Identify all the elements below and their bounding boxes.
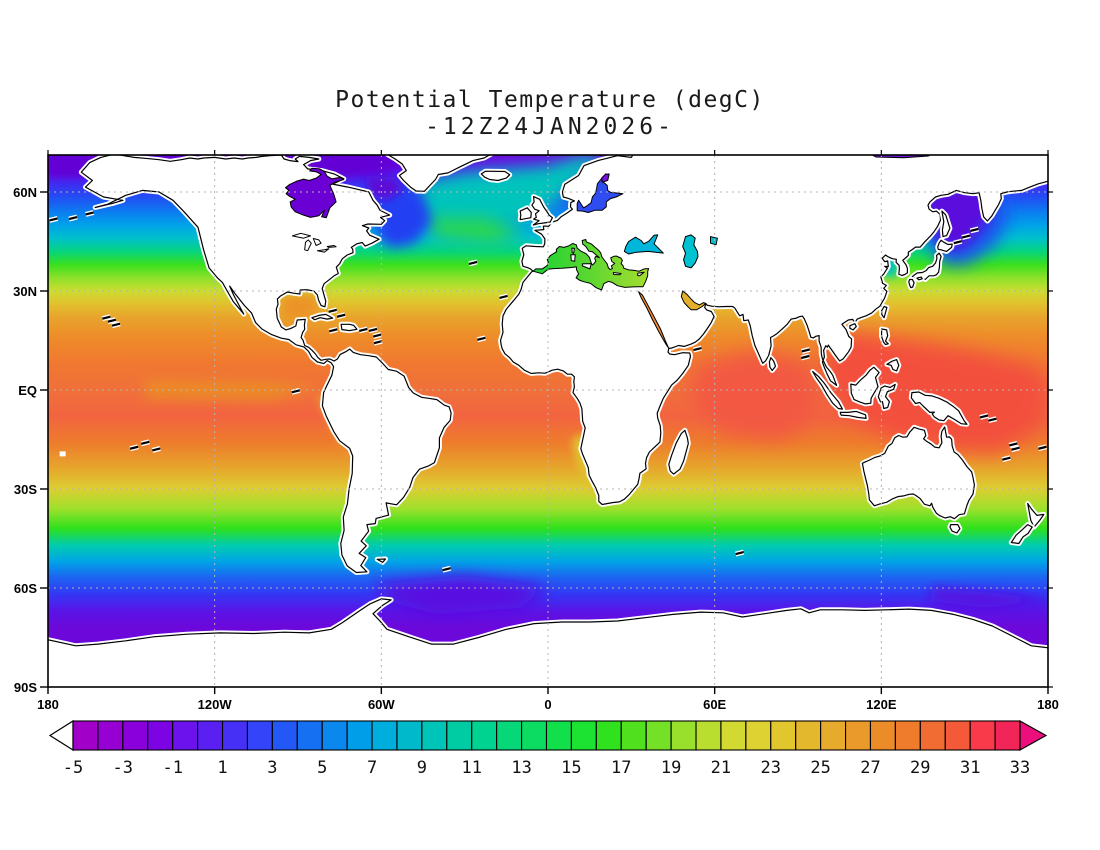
colorbar-cell [919, 720, 946, 751]
colorbar-tick-label: 31 [960, 758, 980, 778]
colorbar-cell [570, 720, 597, 751]
lat-tick-label: 30S [14, 482, 37, 497]
colorbar-tick-label: -5 [63, 758, 83, 778]
colorbar-cell [72, 720, 99, 751]
lat-tick-label: EQ [18, 383, 37, 398]
colorbar-cell [172, 720, 199, 751]
colorbar-cell [97, 720, 124, 751]
graticule-gridlines [48, 155, 1048, 687]
temperature-colorbar: -5 -3 -1 1 3 5 7 9 11 13 15 17 19 21 23 25 27 29 31 33 [48, 719, 1048, 778]
colorbar-tick-label: 5 [317, 758, 327, 778]
colorbar-cell [421, 720, 448, 751]
colorbar-cell [122, 720, 149, 751]
colorbar-tick-label: 15 [561, 758, 581, 778]
colorbar-tick-label: 13 [511, 758, 531, 778]
colorbar-cell [820, 720, 847, 751]
lon-tick-label: 0 [544, 697, 551, 712]
colorbar-tick-label: 11 [461, 758, 481, 778]
colorbar-cell [944, 720, 971, 751]
colorbar-cell [844, 720, 872, 751]
colorbar-cell [221, 720, 248, 751]
colorbar-cell [321, 720, 348, 751]
colorbar-cell [346, 720, 373, 751]
colorbar-cell [695, 720, 722, 751]
map-frame-ticks [40, 150, 1053, 694]
colorbar-cell [969, 720, 996, 751]
colorbar-cell [620, 720, 647, 751]
lon-tick-label: 60W [368, 697, 395, 712]
colorbar-tick-label: -1 [162, 758, 182, 778]
colorbar-cell [720, 720, 747, 751]
colorbar-cell [770, 720, 797, 751]
colorbar-cell [521, 720, 548, 751]
lon-tick-label: 120E [866, 697, 897, 712]
lon-tick-label: 120W [198, 697, 233, 712]
lon-tick-label: 180 [1037, 697, 1059, 712]
plot-subtitle: -12Z24JAN2026- [425, 114, 675, 140]
colorbar-cell [869, 720, 896, 751]
lat-tick-label: 90S [14, 680, 37, 695]
colorbar-cell [446, 720, 473, 751]
inland-seas [285, 155, 932, 349]
colorbar-tick-label: 17 [611, 758, 631, 778]
lon-tick-label: 60E [703, 697, 726, 712]
colorbar-cell [745, 720, 772, 751]
colorbar-tick-label: 33 [1010, 758, 1030, 778]
colorbar-tick-label: 21 [711, 758, 731, 778]
lat-tick-label: 60S [14, 581, 37, 596]
colorbar-cell [271, 720, 298, 751]
colorbar-tick-label: 3 [267, 758, 277, 778]
plot-title: Potential Temperature (degC) [335, 87, 765, 113]
colorbar-tick-label: 29 [910, 758, 930, 778]
colorbar-cell [496, 720, 523, 751]
colorbar-cell [545, 720, 572, 751]
colorbar-tick-label: 23 [761, 758, 781, 778]
colorbar-cell [670, 720, 697, 751]
colorbar-tick-label: 7 [367, 758, 377, 778]
lat-tick-label: 60N [13, 185, 37, 200]
lon-tick-label: 180 [37, 697, 59, 712]
colorbar-cell [471, 720, 498, 751]
colorbar-cell [246, 720, 273, 751]
colorbar-tick-label: 9 [417, 758, 427, 778]
colorbar-tick-label: -3 [113, 758, 133, 778]
colorbar-tick-label: 25 [810, 758, 830, 778]
colorbar-cell [396, 720, 423, 751]
colorbar-cell [197, 720, 224, 751]
colorbar-cell [645, 720, 672, 751]
colorbar-tick-label: 27 [860, 758, 880, 778]
colorbar-cell [147, 720, 174, 751]
colorbar-cell [371, 720, 398, 751]
colorbar-tick-label: 19 [661, 758, 681, 778]
colorbar-cell [894, 720, 921, 751]
colorbar-cell [795, 720, 822, 751]
colorbar-cell [595, 720, 622, 751]
lat-tick-label: 30N [13, 284, 37, 299]
colorbar-cell [994, 720, 1021, 751]
colorbar-tick-label: 1 [217, 758, 227, 778]
colorbar-cell [296, 720, 323, 751]
